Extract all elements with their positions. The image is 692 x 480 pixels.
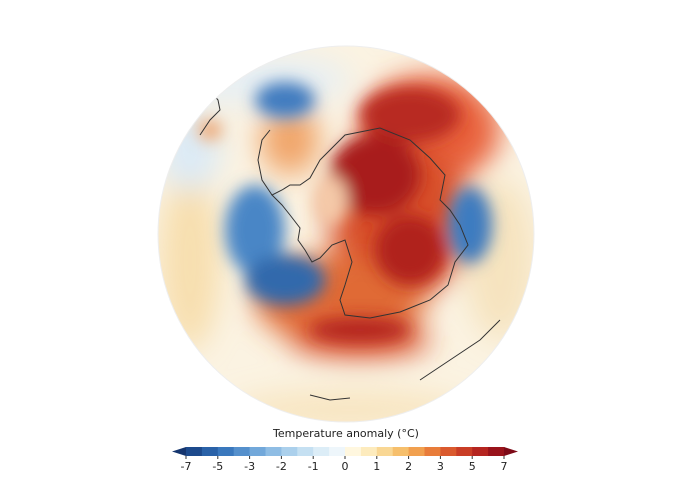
colorbar-bin	[265, 447, 282, 456]
antarctica	[271, 127, 469, 319]
colorbar-bin	[329, 447, 346, 456]
colorbar-title: Temperature anomaly (°C)	[272, 427, 419, 440]
colorbar-tick-label: -2	[276, 460, 287, 473]
colorbar: -7 -5 -3 -2 -1 0 1 2 3 5 7	[172, 447, 518, 473]
colorbar-tick-label: 1	[373, 460, 380, 473]
colorbar-bin	[488, 447, 505, 456]
colorbar-tick-label: 3	[437, 460, 444, 473]
peninsula	[257, 129, 273, 196]
colorbar-tick-label: -7	[181, 460, 192, 473]
colorbar-bin	[376, 447, 394, 456]
colorbar-bin	[345, 447, 362, 456]
colorbar-bin	[249, 447, 266, 456]
colorbar-bin	[313, 447, 330, 456]
globe-edge	[157, 45, 535, 423]
colorbar-bin	[281, 447, 298, 456]
new-zealand	[309, 394, 351, 401]
colorbar-tick-label: 2	[405, 460, 412, 473]
colorbar-bin	[392, 447, 410, 456]
colorbar-bin	[201, 447, 219, 456]
colorbar-bin	[456, 447, 473, 456]
colorbar-bin	[440, 447, 457, 456]
colorbar-bin	[472, 447, 489, 456]
colorbar-bin	[217, 447, 235, 456]
colorbar-bin	[424, 447, 441, 456]
colorbar-under	[172, 447, 186, 456]
colorbar-bin	[360, 447, 378, 456]
colorbar-over	[504, 447, 518, 456]
colorbar-bin	[297, 447, 314, 456]
colorbar-tick-label: -3	[244, 460, 255, 473]
colorbar-tick-label: 7	[501, 460, 508, 473]
colorbar-tick-label: 0	[342, 460, 349, 473]
colorbar-bin	[408, 447, 425, 456]
colorbar-bin	[233, 447, 251, 456]
australia	[419, 319, 501, 381]
anomaly-core	[198, 82, 492, 342]
colorbar-bin	[186, 447, 203, 456]
colorbar-tick-label: 5	[469, 460, 476, 473]
globe	[158, 46, 534, 422]
colorbar-tick-label: -5	[212, 460, 223, 473]
colorbar-tick-label: -1	[308, 460, 319, 473]
